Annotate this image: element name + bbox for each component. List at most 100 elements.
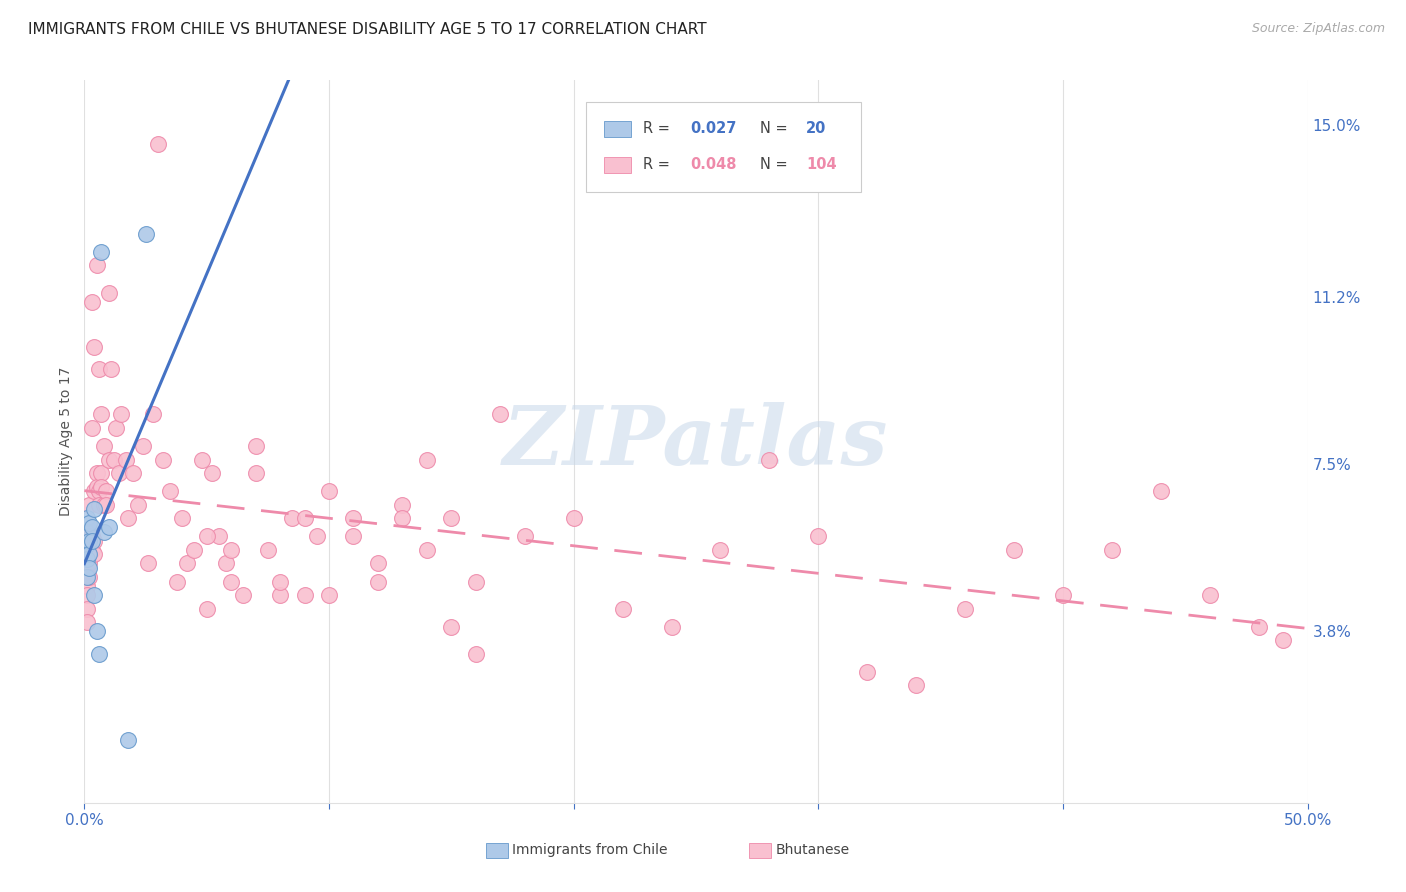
Point bbox=[93, 439, 115, 453]
Point bbox=[146, 136, 169, 151]
Text: R =: R = bbox=[644, 157, 675, 172]
Point bbox=[318, 588, 340, 602]
Point bbox=[87, 647, 110, 661]
Point bbox=[76, 552, 98, 566]
Point bbox=[136, 557, 159, 571]
Point bbox=[152, 452, 174, 467]
Point bbox=[110, 408, 132, 422]
Point bbox=[87, 484, 110, 499]
Point bbox=[758, 452, 780, 467]
Point bbox=[76, 538, 98, 552]
Point bbox=[1247, 620, 1270, 634]
Point bbox=[305, 529, 328, 543]
Point bbox=[80, 529, 103, 543]
Point bbox=[195, 601, 218, 615]
Point bbox=[142, 408, 165, 422]
Point bbox=[86, 259, 108, 273]
Point bbox=[77, 498, 100, 512]
Point bbox=[83, 588, 105, 602]
Point bbox=[87, 362, 110, 376]
Point bbox=[416, 452, 439, 467]
Point bbox=[440, 511, 463, 525]
Point bbox=[416, 542, 439, 557]
Point bbox=[135, 227, 157, 241]
Point bbox=[80, 533, 103, 548]
Point bbox=[97, 520, 120, 534]
Text: 0.048: 0.048 bbox=[690, 157, 737, 172]
Point bbox=[115, 452, 138, 467]
Point bbox=[953, 601, 976, 615]
Point bbox=[294, 588, 316, 602]
Point bbox=[856, 665, 879, 679]
Text: N =: N = bbox=[759, 157, 792, 172]
Point bbox=[132, 439, 155, 453]
Point bbox=[76, 566, 98, 580]
Point bbox=[281, 511, 304, 525]
Point bbox=[103, 452, 125, 467]
Point bbox=[83, 533, 105, 548]
Text: Source: ZipAtlas.com: Source: ZipAtlas.com bbox=[1251, 22, 1385, 36]
Point bbox=[208, 529, 231, 543]
Point bbox=[391, 498, 413, 512]
Bar bbox=[605, 120, 631, 136]
Point bbox=[905, 678, 928, 692]
Point bbox=[513, 529, 536, 543]
Point bbox=[807, 529, 830, 543]
Point bbox=[1101, 542, 1123, 557]
Point bbox=[96, 484, 118, 499]
Point bbox=[176, 557, 198, 571]
Point bbox=[76, 570, 98, 584]
Text: IMMIGRANTS FROM CHILE VS BHUTANESE DISABILITY AGE 5 TO 17 CORRELATION CHART: IMMIGRANTS FROM CHILE VS BHUTANESE DISAB… bbox=[28, 22, 707, 37]
Point bbox=[76, 601, 98, 615]
Point bbox=[83, 484, 105, 499]
Point bbox=[367, 574, 389, 589]
Text: 0.027: 0.027 bbox=[690, 121, 737, 136]
Point bbox=[77, 533, 100, 548]
Point bbox=[159, 484, 181, 499]
Point bbox=[76, 579, 98, 593]
Point bbox=[391, 511, 413, 525]
Point bbox=[1150, 484, 1173, 499]
Text: 20: 20 bbox=[806, 121, 827, 136]
Point bbox=[342, 511, 364, 525]
Point bbox=[183, 542, 205, 557]
Point bbox=[269, 588, 291, 602]
Point bbox=[245, 439, 267, 453]
Point bbox=[83, 502, 105, 516]
Point bbox=[269, 574, 291, 589]
Point bbox=[100, 362, 122, 376]
Point bbox=[77, 548, 100, 562]
Point bbox=[83, 548, 105, 562]
Point bbox=[166, 574, 188, 589]
Point bbox=[107, 466, 129, 480]
Point bbox=[76, 615, 98, 630]
Point bbox=[245, 466, 267, 480]
Point bbox=[464, 647, 486, 661]
Point bbox=[342, 529, 364, 543]
Point bbox=[76, 511, 98, 525]
Point bbox=[440, 620, 463, 634]
Point bbox=[93, 524, 115, 539]
Point bbox=[97, 285, 120, 300]
Point bbox=[122, 466, 145, 480]
Point bbox=[191, 452, 214, 467]
Point bbox=[77, 516, 100, 530]
Point bbox=[127, 498, 149, 512]
Point bbox=[1198, 588, 1220, 602]
Point bbox=[612, 601, 634, 615]
Point bbox=[200, 466, 222, 480]
Point bbox=[294, 511, 316, 525]
Point bbox=[80, 421, 103, 435]
Point bbox=[172, 511, 194, 525]
Point bbox=[219, 542, 242, 557]
Point bbox=[76, 542, 98, 557]
Y-axis label: Disability Age 5 to 17: Disability Age 5 to 17 bbox=[59, 367, 73, 516]
Point bbox=[97, 452, 120, 467]
Point bbox=[76, 588, 98, 602]
Point bbox=[83, 340, 105, 354]
Point bbox=[96, 498, 118, 512]
Point bbox=[93, 498, 115, 512]
Point bbox=[215, 557, 238, 571]
Text: N =: N = bbox=[759, 121, 792, 136]
Point bbox=[257, 542, 280, 557]
